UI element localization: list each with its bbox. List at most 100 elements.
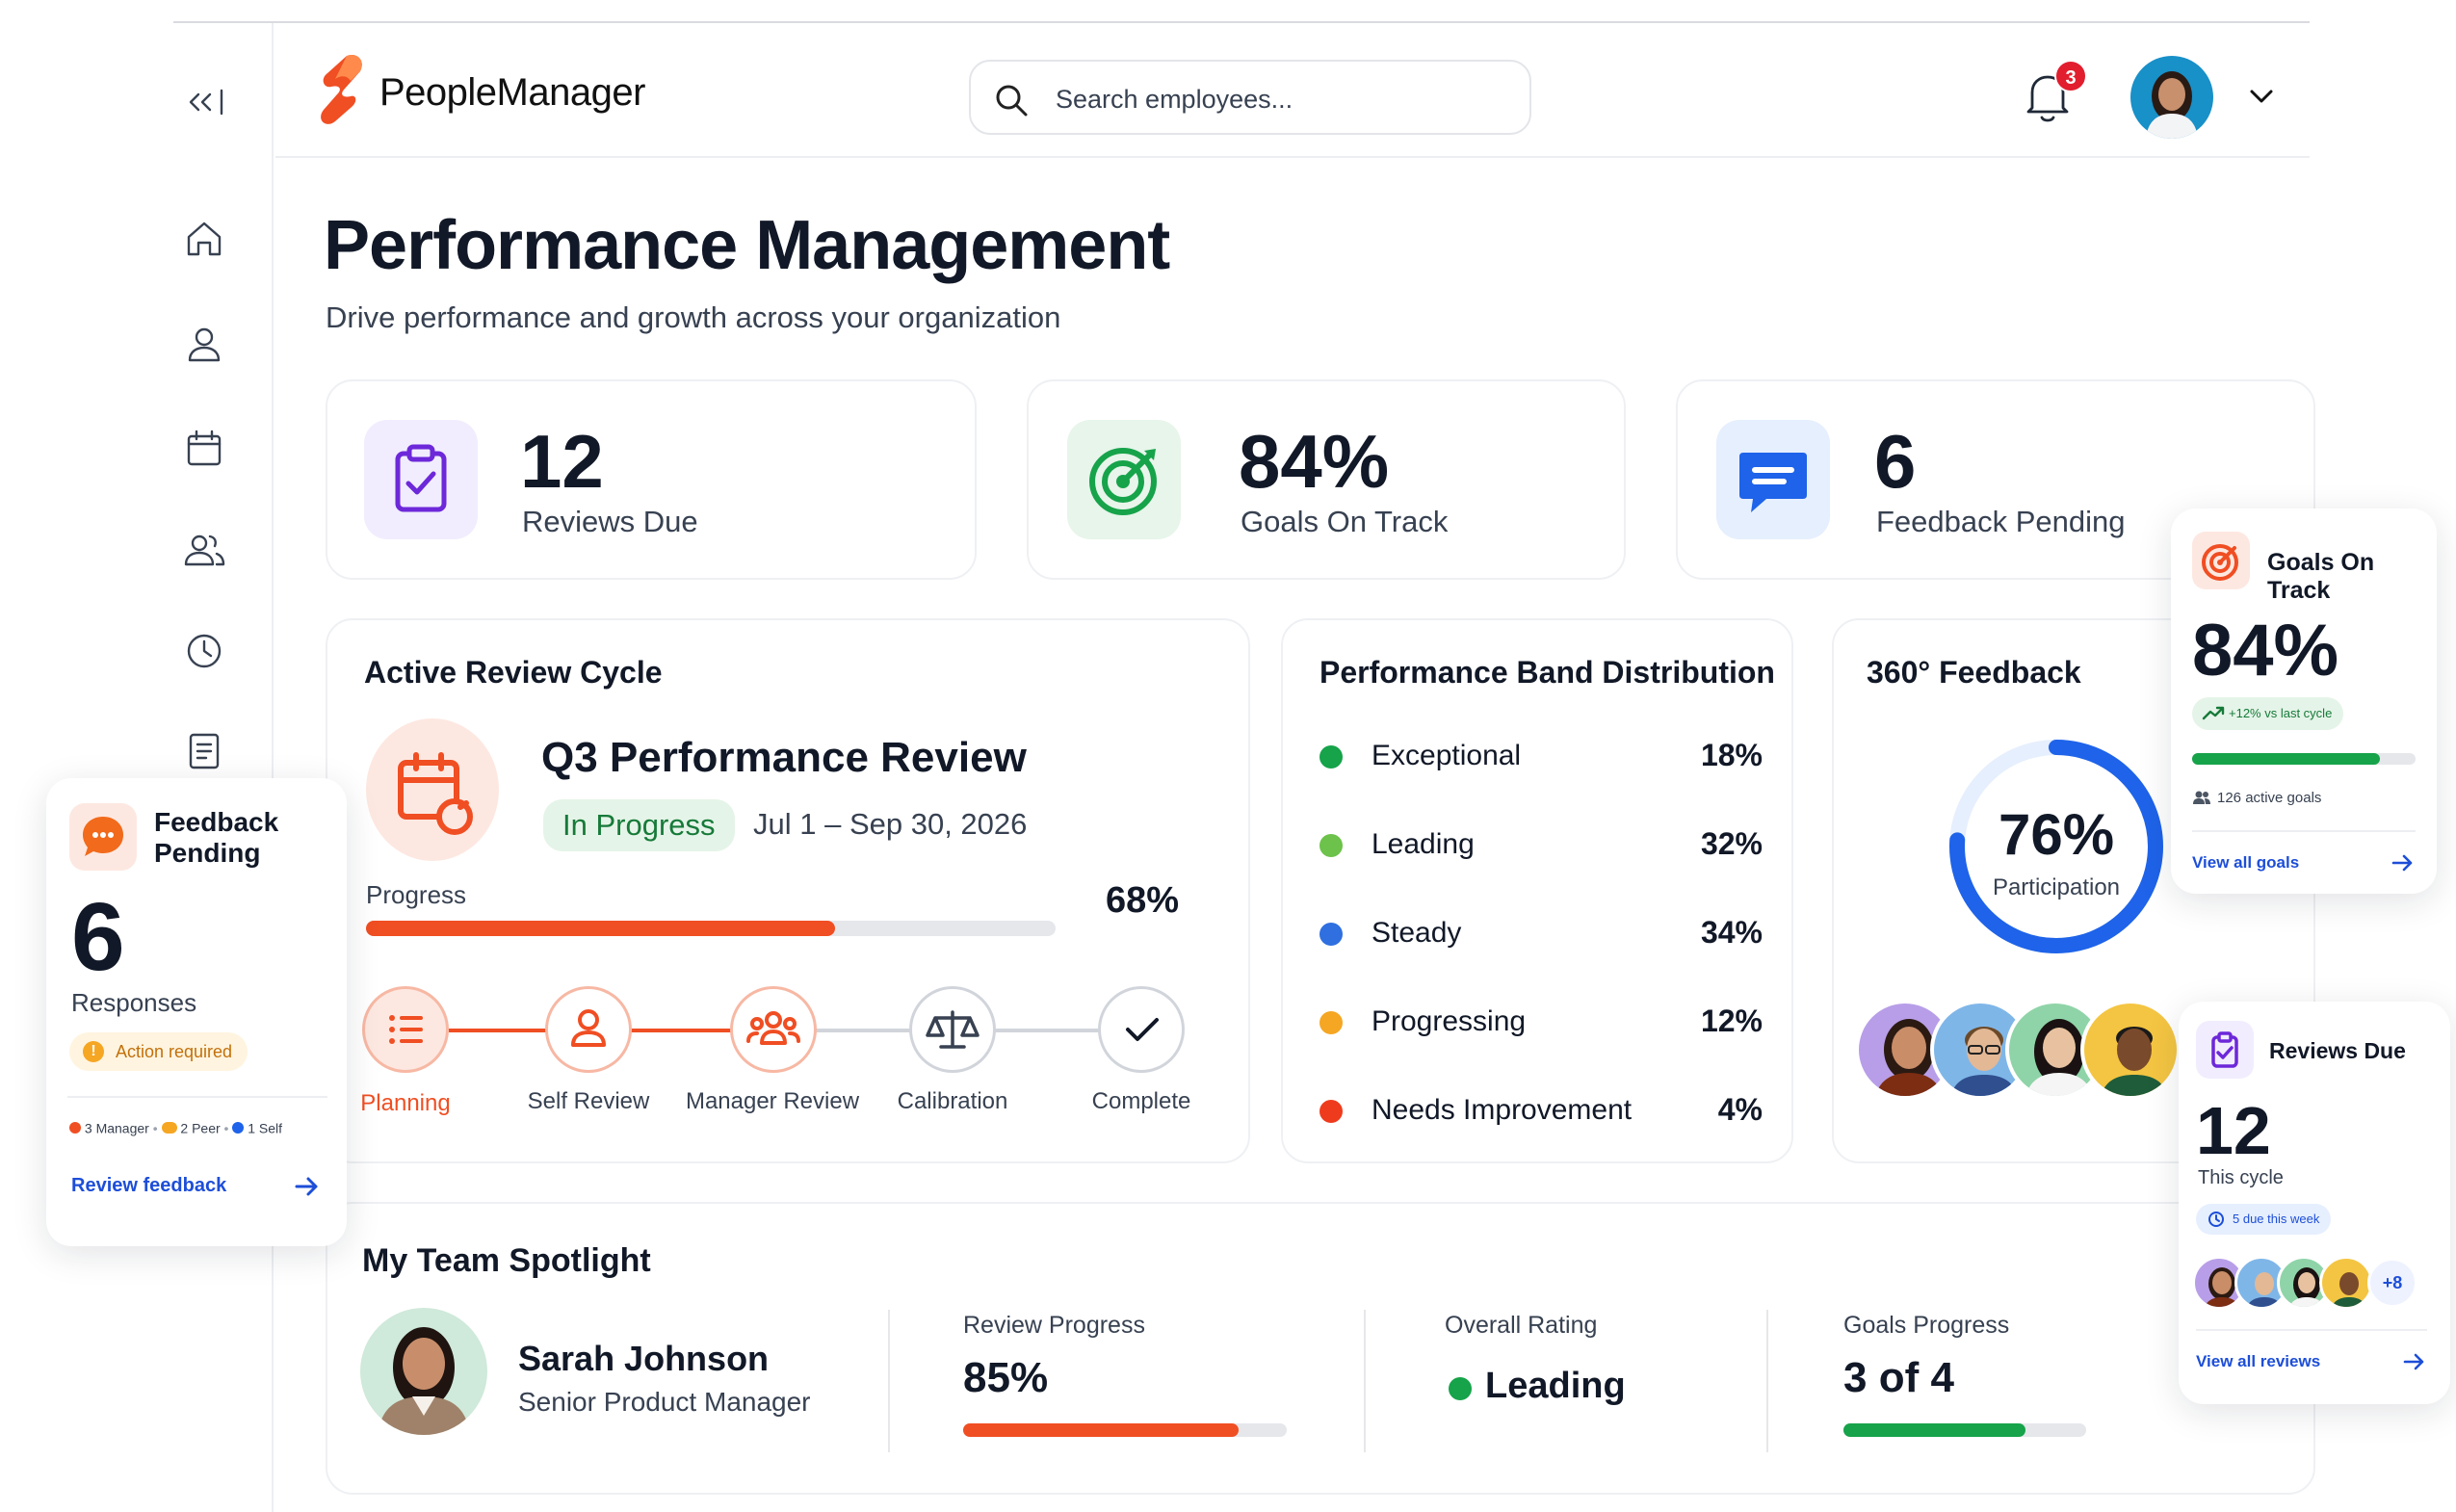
stat-card-goals[interactable]: 84% Goals On Track <box>1027 379 1626 580</box>
review-progress-label: Review Progress <box>963 1312 1145 1339</box>
step-self-review[interactable] <box>545 986 632 1073</box>
step-planning[interactable] <box>362 986 449 1073</box>
band-label: Steady <box>1372 917 1462 949</box>
participation-value: 76% <box>1998 802 2115 867</box>
band-row[interactable]: Progressing 12% <box>1319 1000 1763 1048</box>
step-complete[interactable] <box>1098 986 1185 1073</box>
notification-bell-icon[interactable] <box>2019 65 2077 127</box>
reviews-value: 12 <box>2196 1093 2271 1168</box>
target-icon <box>1067 420 1181 539</box>
separator-dot: • <box>223 1120 229 1136</box>
breakdown-peer: 2 Peer <box>180 1120 221 1136</box>
stat-label: Goals On Track <box>1241 505 1449 538</box>
trend-text: +12% vs last cycle <box>2229 706 2333 720</box>
progress-track <box>366 921 1056 936</box>
employee-role: Senior Product Manager <box>518 1387 811 1417</box>
cycle-name[interactable]: Q3 Performance Review <box>541 734 1027 781</box>
breakdown-self: 1 Self <box>248 1120 283 1136</box>
user-icon[interactable] <box>181 322 227 368</box>
floating-feedback-card: Feedback Pending 6 Responses ! Action re… <box>46 778 347 1246</box>
active-goals-text: 126 active goals <box>2217 790 2322 806</box>
arrow-right-icon[interactable] <box>2402 1350 2427 1373</box>
employee-name[interactable]: Sarah Johnson <box>518 1339 770 1378</box>
band-row[interactable]: Steady 34% <box>1319 911 1763 959</box>
review-feedback-link[interactable]: Review feedback <box>71 1175 227 1196</box>
more-avatars-count[interactable]: +8 <box>2367 1258 2417 1308</box>
avatar[interactable] <box>1930 1000 2030 1100</box>
document-icon[interactable] <box>181 728 227 774</box>
search-input[interactable]: Search employees... <box>969 60 1531 135</box>
band-color-dot <box>1319 923 1343 946</box>
calendar-icon[interactable] <box>181 426 227 472</box>
step-label: Complete <box>1091 1088 1191 1114</box>
header: PeopleManager Search employees... 3 <box>275 23 2310 158</box>
arrow-right-icon[interactable] <box>293 1173 322 1200</box>
avatar[interactable] <box>1855 1000 1955 1100</box>
brand-name[interactable]: PeopleManager <box>379 71 645 114</box>
band-value: 12% <box>1700 1004 1763 1038</box>
band-value: 18% <box>1700 738 1763 772</box>
employee-avatar[interactable] <box>360 1308 487 1435</box>
chat-bubble-icon <box>1716 420 1830 539</box>
goals-progress-value: 3 of 4 <box>1843 1354 1954 1401</box>
clock-icon[interactable] <box>181 628 227 674</box>
due-badge: 5 due this week <box>2196 1204 2332 1235</box>
divider <box>67 1096 327 1098</box>
team-icon[interactable] <box>181 528 227 574</box>
column-divider <box>1364 1310 1366 1452</box>
band-color-dot <box>1319 745 1343 769</box>
stat-value: 6 <box>1874 419 1917 504</box>
brand-logo-icon <box>314 50 368 129</box>
person-icon <box>232 1122 245 1134</box>
reviewer-avatars <box>1855 1000 2182 1106</box>
band-row[interactable]: Leading 32% <box>1319 822 1763 871</box>
reviewee-avatars: +8 <box>2192 1256 2443 1314</box>
divider <box>2196 1329 2427 1331</box>
goals-progress-fill <box>1843 1423 2025 1437</box>
step-manager-review[interactable] <box>730 986 817 1073</box>
calendar-refresh-icon <box>366 718 499 861</box>
view-all-goals-link[interactable]: View all goals <box>2192 853 2300 872</box>
collapse-sidebar-icon[interactable] <box>185 81 233 123</box>
avatar[interactable] <box>2080 1000 2181 1100</box>
user-avatar[interactable] <box>2130 56 2213 139</box>
reviews-sub: This cycle <box>2198 1167 2284 1188</box>
arrow-right-icon[interactable] <box>2391 851 2416 874</box>
band-value: 4% <box>1717 1092 1763 1127</box>
target-icon <box>2192 532 2250 589</box>
band-value: 32% <box>1700 826 1763 861</box>
feedback-360-card: 360° Feedback 76% Participation <box>1832 618 2315 1163</box>
view-all-reviews-link[interactable]: View all reviews <box>2196 1352 2321 1370</box>
step-calibration[interactable] <box>909 986 996 1073</box>
feedback-breakdown: 3 Manager • 2 Peer • 1 Self <box>69 1119 339 1144</box>
notification-badge: 3 <box>2054 60 2087 92</box>
progress-label: Progress <box>366 880 467 909</box>
overall-rating-value: Leading <box>1485 1366 1626 1406</box>
card-title: Performance Band Distribution <box>1319 655 1775 690</box>
status-badge: In Progress <box>543 799 735 851</box>
goals-track <box>2192 753 2416 765</box>
band-row[interactable]: Exceptional 18% <box>1319 734 1763 782</box>
band-value: 34% <box>1700 915 1763 950</box>
clipboard-check-icon <box>2196 1021 2254 1079</box>
column-divider <box>1766 1310 1768 1452</box>
sidebar <box>173 23 274 1512</box>
band-row[interactable]: Needs Improvement 4% <box>1319 1088 1763 1136</box>
search-placeholder: Search employees... <box>1056 85 1293 114</box>
step-label: Planning <box>360 1090 451 1116</box>
home-icon[interactable] <box>181 216 227 262</box>
rating-dot <box>1449 1377 1472 1400</box>
search-icon <box>992 81 1031 119</box>
band-color-dot <box>1319 1011 1343 1034</box>
chevron-down-icon[interactable] <box>2244 79 2279 114</box>
goals-progress-track <box>1843 1423 2086 1437</box>
avatar[interactable] <box>2319 1256 2373 1310</box>
stat-label: Feedback Pending <box>1876 505 2126 538</box>
card-title: Active Review Cycle <box>364 655 663 690</box>
participation-label: Participation <box>1992 874 2121 900</box>
divider <box>2192 830 2416 832</box>
card-title: 360° Feedback <box>1867 655 2081 690</box>
stat-card-reviews[interactable]: 12 Reviews Due <box>326 379 977 580</box>
performance-band-card: Performance Band Distribution Exceptiona… <box>1281 618 1793 1163</box>
person-icon <box>571 1009 606 1047</box>
